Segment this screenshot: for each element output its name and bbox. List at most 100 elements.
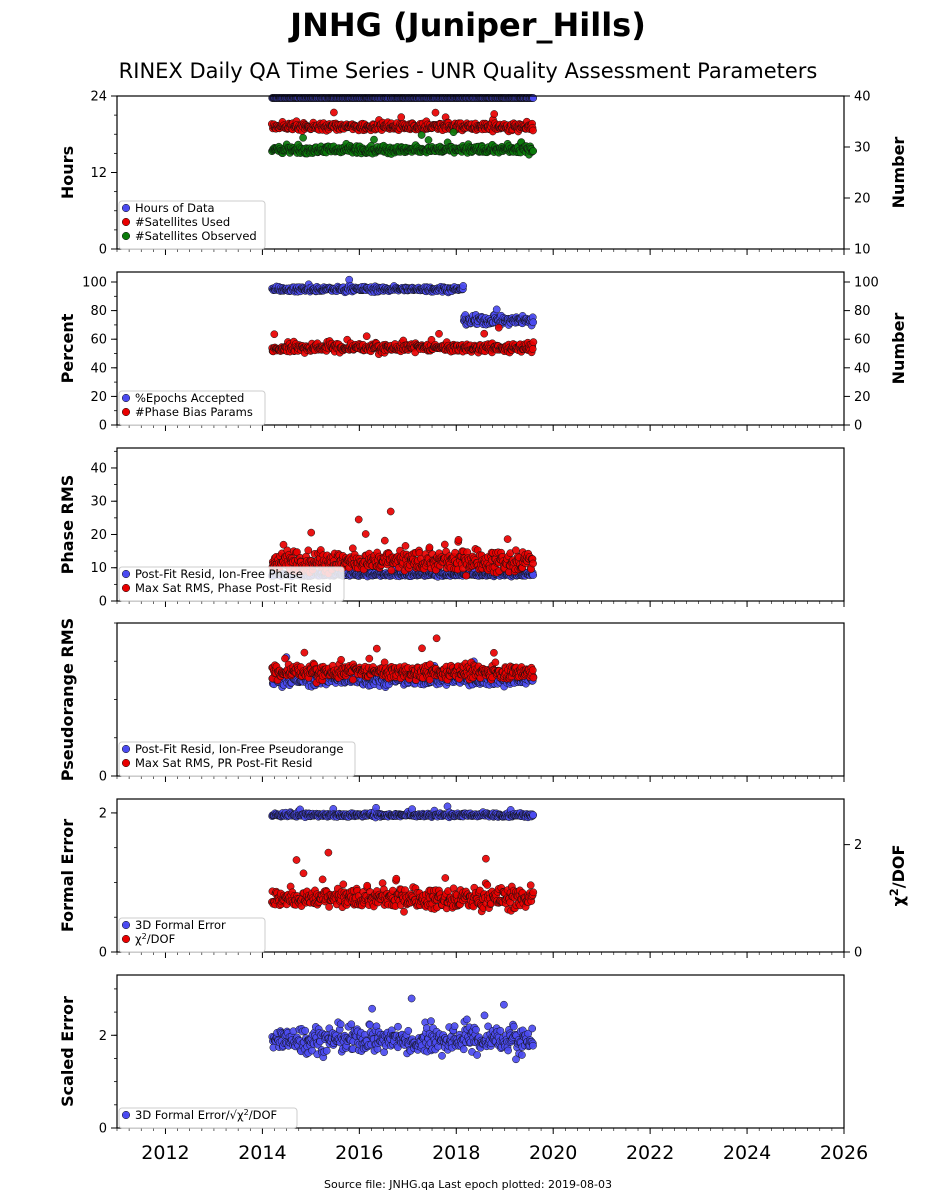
y-tick-label: 0 bbox=[99, 243, 107, 258]
legend-marker bbox=[121, 569, 131, 579]
y-right-tick-label: 40 bbox=[854, 361, 871, 376]
data-point bbox=[349, 675, 357, 684]
y-tick-label: 100 bbox=[82, 276, 107, 291]
y-tick-label: 24 bbox=[90, 90, 107, 105]
legend-marker bbox=[121, 583, 131, 593]
data-point bbox=[397, 113, 406, 121]
y-tick-label: 0 bbox=[99, 595, 107, 610]
data-point bbox=[361, 530, 370, 538]
y-tick-label: 60 bbox=[90, 333, 107, 348]
data-points bbox=[267, 94, 538, 159]
data-point bbox=[459, 282, 468, 290]
data-point bbox=[299, 133, 307, 142]
legend-marker bbox=[121, 407, 131, 417]
y-tick-label: 30 bbox=[90, 495, 107, 510]
data-points bbox=[268, 802, 538, 916]
data-point bbox=[494, 323, 503, 332]
data-point bbox=[449, 128, 458, 137]
y-right-tick-label: 20 bbox=[854, 192, 871, 207]
y-tick-label: 0 bbox=[99, 419, 107, 434]
legend-label: #Phase Bias Params bbox=[135, 405, 253, 419]
legend-label: Max Sat RMS, PR Post-Fit Resid bbox=[135, 756, 312, 770]
data-point bbox=[454, 535, 463, 544]
data-point bbox=[386, 507, 395, 516]
data-point bbox=[318, 875, 327, 884]
y-tick-label: 12 bbox=[90, 166, 107, 181]
data-point bbox=[431, 108, 440, 117]
y-tick-label: 20 bbox=[90, 528, 107, 543]
data-point bbox=[491, 658, 500, 667]
data-point bbox=[480, 329, 489, 338]
data-point bbox=[528, 666, 537, 675]
data-point bbox=[529, 338, 538, 346]
data-point bbox=[529, 126, 537, 135]
data-point bbox=[365, 654, 374, 663]
data-point bbox=[270, 330, 279, 339]
data-point bbox=[425, 543, 434, 552]
data-point bbox=[417, 131, 426, 139]
legend-label: #Satellites Observed bbox=[135, 229, 257, 243]
legend-label: Max Sat RMS, Phase Post-Fit Resid bbox=[135, 581, 332, 595]
data-point bbox=[300, 648, 309, 657]
legend: Hours of Data#Satellites Used#Satellites… bbox=[118, 200, 266, 250]
legend-marker bbox=[121, 203, 131, 213]
data-point bbox=[490, 648, 498, 657]
legend-marker bbox=[121, 744, 131, 754]
data-point bbox=[435, 329, 443, 338]
data-point bbox=[299, 869, 308, 878]
y-right-tick-label: 100 bbox=[854, 276, 879, 291]
data-point bbox=[418, 644, 426, 653]
y-right-tick-label: 80 bbox=[854, 304, 871, 319]
data-point bbox=[529, 673, 538, 682]
data-point bbox=[387, 566, 396, 575]
data-point bbox=[490, 110, 499, 118]
data-point bbox=[345, 275, 354, 284]
data-point bbox=[292, 856, 301, 864]
y-right-axis-label: Number bbox=[889, 313, 908, 385]
y-tick-label: 40 bbox=[90, 461, 107, 476]
data-point bbox=[401, 542, 410, 550]
legend: %Epochs Accepted#Phase Bias Params bbox=[118, 390, 266, 426]
data-point bbox=[528, 345, 537, 353]
legend-label: Post-Fit Resid, Ion-Free Pseudorange bbox=[135, 742, 343, 756]
y-right-tick-label: 30 bbox=[854, 141, 871, 156]
figure-title: JNHG (Juniper_Hills) bbox=[288, 6, 646, 44]
data-point bbox=[354, 515, 363, 524]
data-points bbox=[268, 634, 538, 692]
y-right-axis-label: Number bbox=[889, 137, 908, 209]
y-tick-label: 80 bbox=[90, 304, 107, 319]
y-right-tick-label: 10 bbox=[854, 243, 871, 258]
data-point bbox=[462, 571, 471, 580]
data-point bbox=[362, 332, 371, 341]
data-point bbox=[372, 644, 381, 653]
legend-label: %Epochs Accepted bbox=[135, 391, 244, 405]
panels: 0 12 24 10 20 30 40 Number Hours Hours of Data#Sa… bbox=[58, 90, 908, 1137]
panel-2: 020406080100020406080100NumberPercent%Ep… bbox=[58, 271, 908, 434]
y-axis-label: Pseudorange RMS bbox=[58, 618, 77, 781]
data-point bbox=[529, 559, 537, 568]
data-point bbox=[432, 634, 441, 643]
data-point bbox=[440, 540, 449, 549]
figure-subtitle: RINEX Daily QA Time Series - UNR Quality… bbox=[119, 59, 818, 83]
data-point bbox=[380, 536, 389, 545]
legend-label: #Satellites Used bbox=[135, 215, 230, 229]
data-point bbox=[529, 318, 538, 327]
data-point bbox=[304, 546, 313, 555]
data-point bbox=[529, 811, 538, 819]
y-tick-label: 40 bbox=[90, 361, 107, 376]
data-point bbox=[529, 147, 538, 155]
data-point bbox=[307, 528, 316, 537]
legend-label: Post-Fit Resid, Ion-Free Phase bbox=[135, 567, 303, 581]
data-point bbox=[330, 108, 338, 117]
y-axis-label: Hours bbox=[58, 146, 77, 199]
legend-marker bbox=[121, 758, 131, 768]
y-axis-label: Percent bbox=[58, 313, 77, 383]
legend-marker bbox=[121, 217, 131, 227]
data-point bbox=[492, 305, 501, 314]
data-point bbox=[370, 135, 378, 144]
y-right-tick-label: 0 bbox=[854, 419, 862, 434]
y-tick-label: 0 bbox=[99, 770, 107, 785]
